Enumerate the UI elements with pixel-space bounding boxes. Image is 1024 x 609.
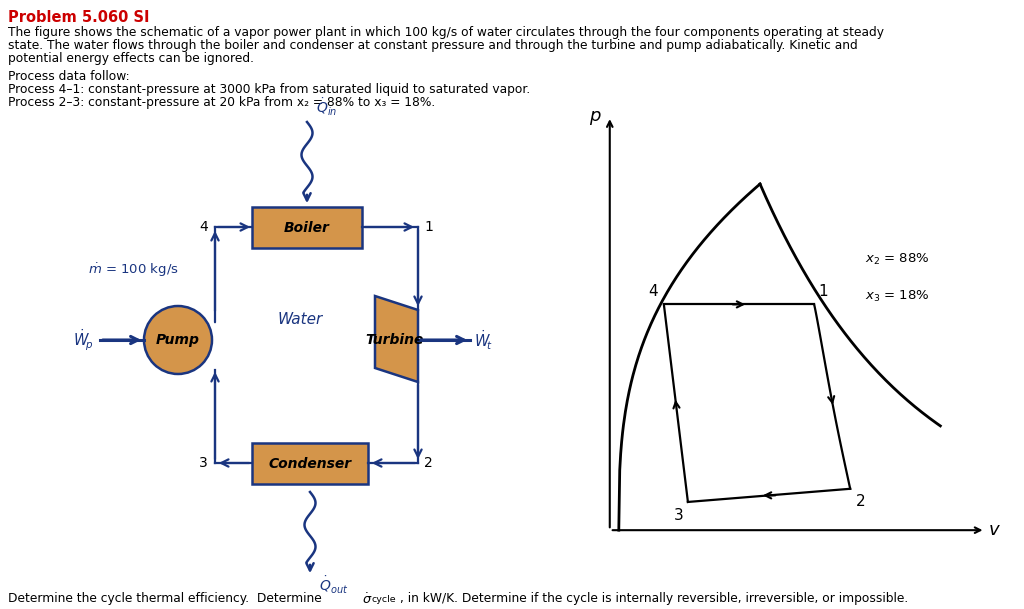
Text: Water: Water [278,312,323,328]
FancyBboxPatch shape [252,443,368,484]
Text: state. The water flows through the boiler and condenser at constant pressure and: state. The water flows through the boile… [8,39,858,52]
Text: $\dot{m}$ = 100 kg/s: $\dot{m}$ = 100 kg/s [88,261,179,279]
Text: $\dot{W}_{\!p}$: $\dot{W}_{\!p}$ [73,327,94,353]
Text: 3: 3 [674,507,683,523]
Text: Turbine: Turbine [366,333,424,347]
Text: $\dot{Q}_{out}$: $\dot{Q}_{out}$ [319,575,348,596]
Text: v: v [989,521,999,539]
Text: Process 4–1: constant-pressure at 3000 kPa from saturated liquid to saturated va: Process 4–1: constant-pressure at 3000 k… [8,83,530,96]
Text: Problem 5.060 SI: Problem 5.060 SI [8,10,150,25]
Text: cycle: cycle [372,595,396,604]
Text: Boiler: Boiler [284,220,330,234]
Text: $\dot{Q}_{in}$: $\dot{Q}_{in}$ [316,97,337,118]
Text: p: p [589,107,600,125]
Text: Determine the cycle thermal efficiency.  Determine: Determine the cycle thermal efficiency. … [8,592,326,605]
Text: Pump: Pump [156,333,200,347]
Text: $x_3$ = 18%: $x_3$ = 18% [865,289,930,304]
Text: 4: 4 [648,284,657,299]
Text: 2: 2 [856,495,866,510]
FancyBboxPatch shape [252,207,362,248]
Text: $\dot{\sigma}$: $\dot{\sigma}$ [362,592,373,607]
Text: $\dot{W}_{\!t}$: $\dot{W}_{\!t}$ [474,328,494,352]
Text: Condenser: Condenser [268,457,351,471]
Text: Process 2–3: constant-pressure at 20 kPa from x₂ = 88% to x₃ = 18%.: Process 2–3: constant-pressure at 20 kPa… [8,96,435,109]
Text: 1: 1 [818,284,828,299]
Text: potential energy effects can be ignored.: potential energy effects can be ignored. [8,52,254,65]
Text: Process data follow:: Process data follow: [8,70,130,83]
Text: 4: 4 [200,220,208,234]
Polygon shape [375,296,418,382]
Text: $x_2$ = 88%: $x_2$ = 88% [865,252,930,267]
Text: 1: 1 [424,220,433,234]
Text: The figure shows the schematic of a vapor power plant in which 100 kg/s of water: The figure shows the schematic of a vapo… [8,26,884,39]
Text: 3: 3 [200,456,208,470]
Text: , in kW/K. Determine if the cycle is internally reversible, irreversible, or imp: , in kW/K. Determine if the cycle is int… [400,592,908,605]
Ellipse shape [144,306,212,374]
Text: 2: 2 [424,456,433,470]
